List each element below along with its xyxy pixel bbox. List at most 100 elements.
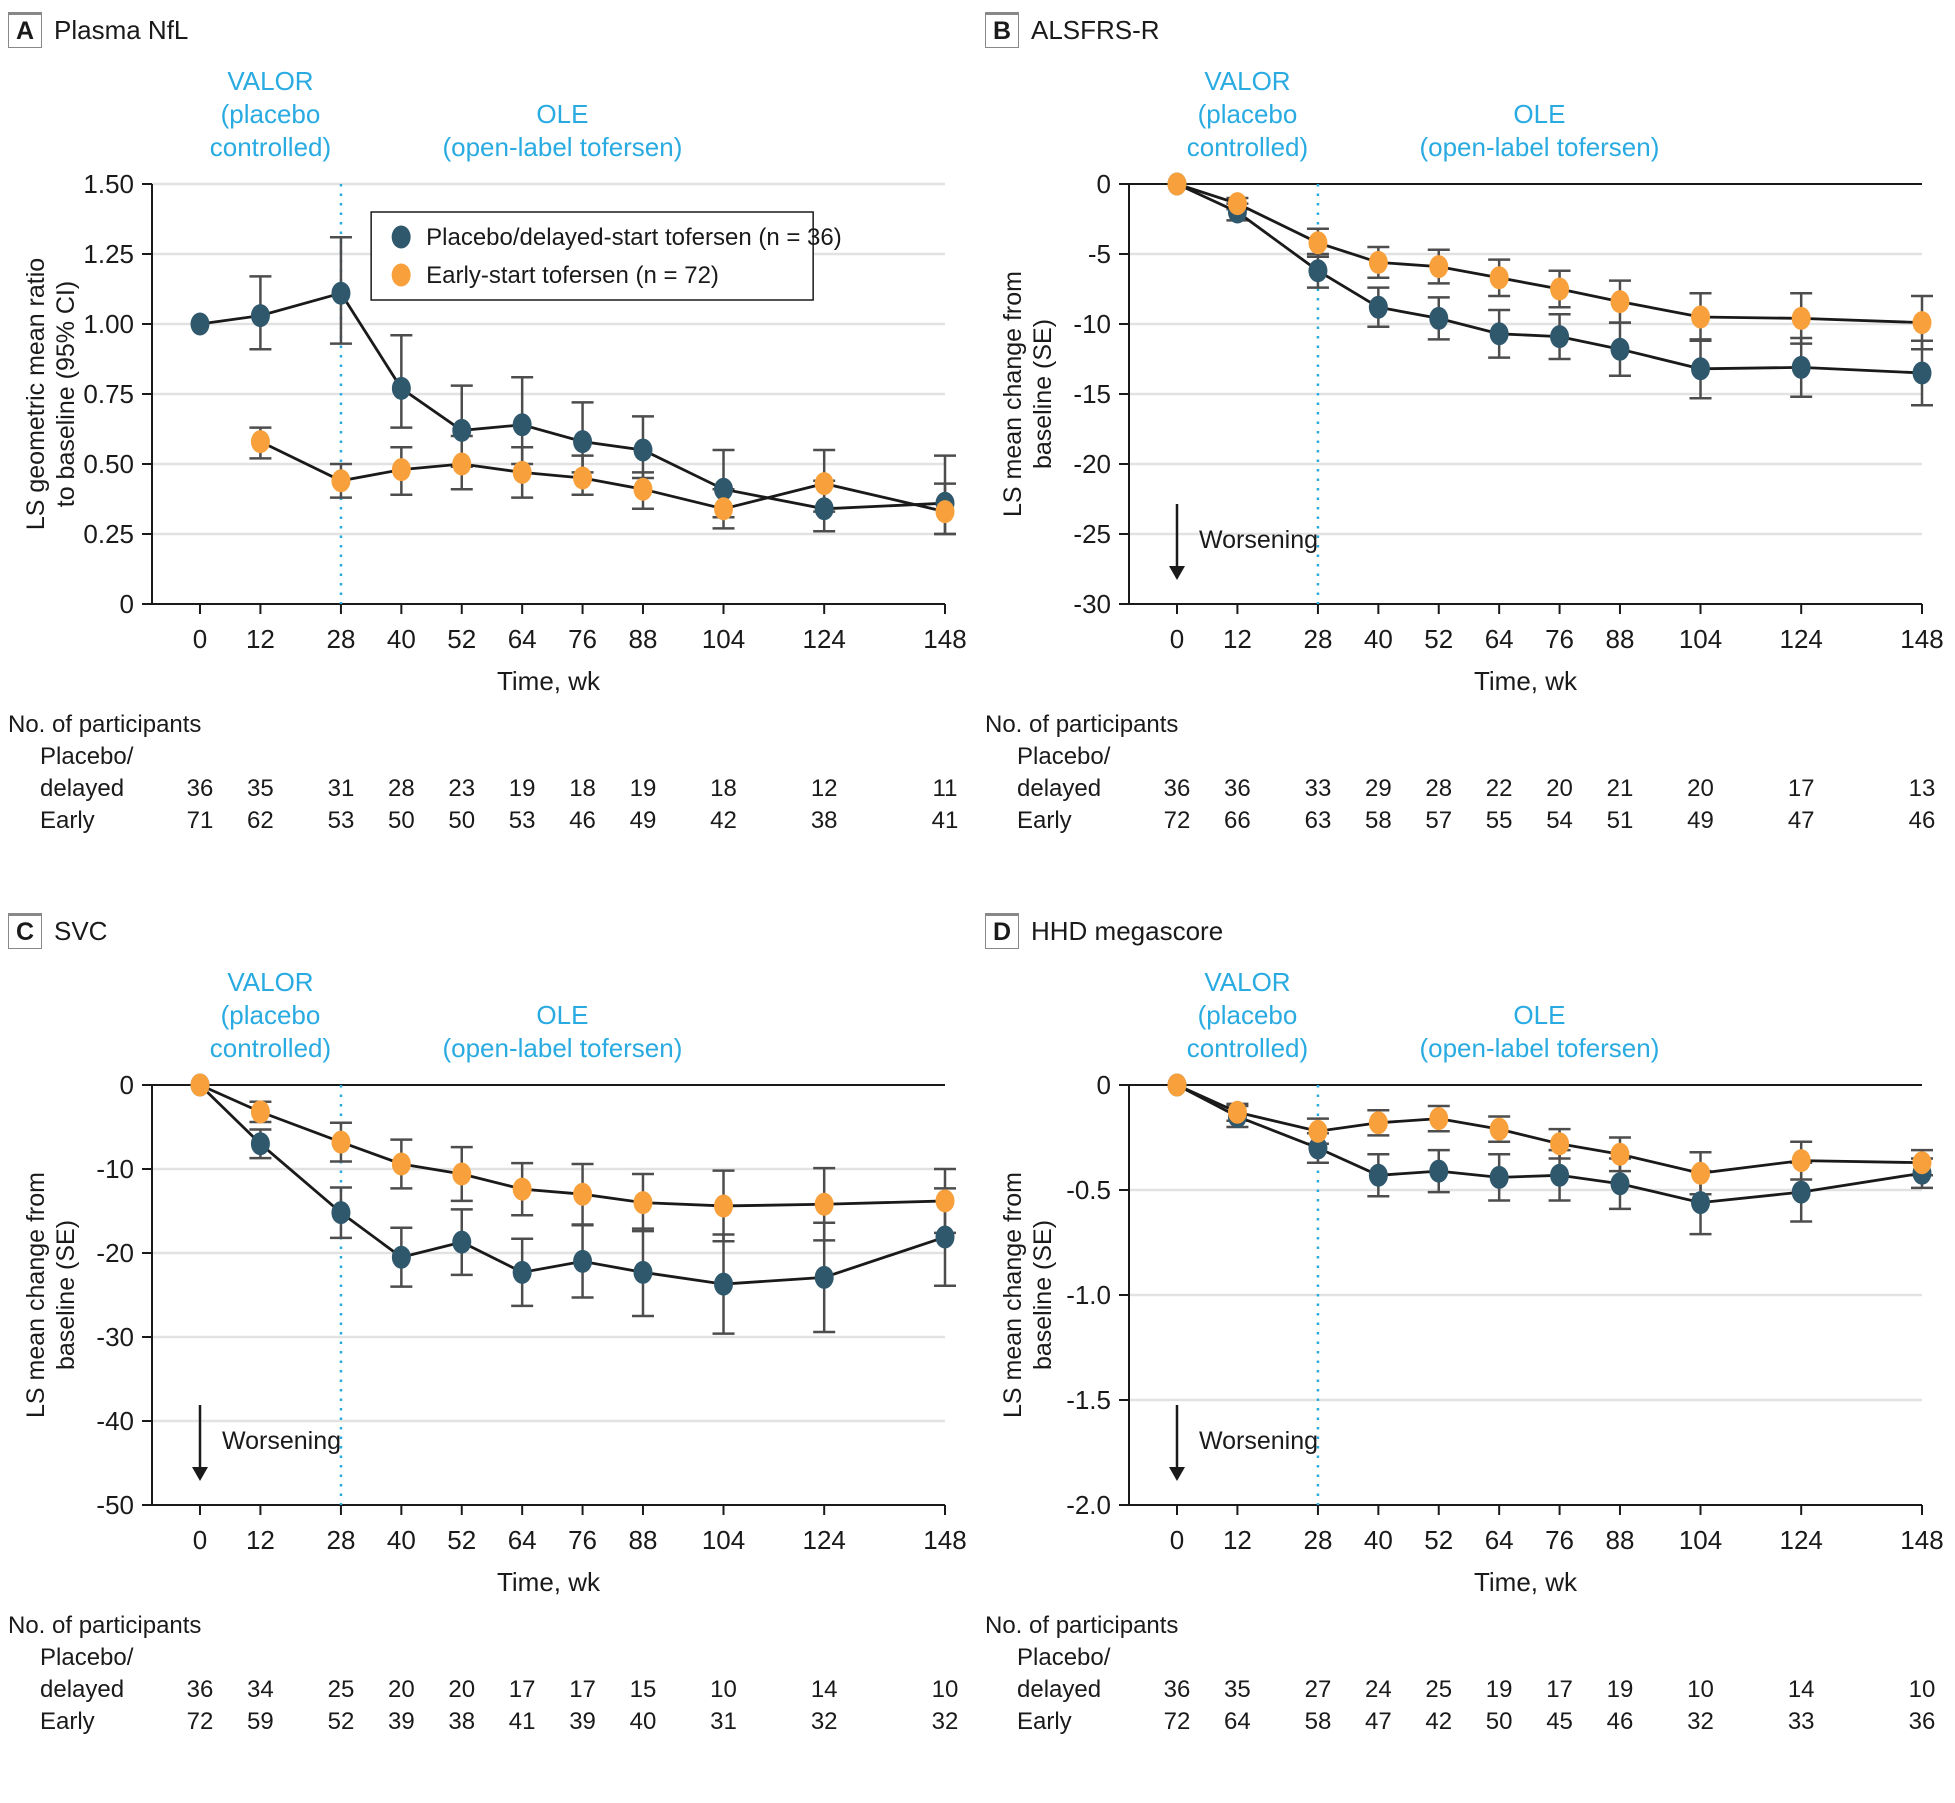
data-point-teal (1308, 1136, 1328, 1160)
data-point-teal (1791, 355, 1811, 379)
x-tick-label: 104 (1679, 624, 1722, 654)
participants-value: 46 (569, 807, 596, 834)
panel-header: C SVC (0, 907, 977, 949)
data-point-teal (1308, 259, 1328, 283)
data-point-teal (714, 477, 734, 501)
participants-value: 21 (1607, 775, 1634, 802)
y-tick-label: 0.75 (83, 379, 134, 409)
x-tick-label: 124 (1779, 624, 1822, 654)
participants-row-label: Placebo/ (40, 1644, 134, 1671)
phase-label-ole: OLE (536, 1000, 588, 1030)
x-tick-label: 52 (447, 1525, 476, 1555)
participants-value: 41 (932, 807, 959, 834)
participants-value: 36 (1909, 1708, 1936, 1735)
data-point-teal (1489, 1165, 1509, 1189)
y-axis-title: LS mean change from (22, 1172, 50, 1418)
phase-label-valor: controlled) (210, 1033, 331, 1063)
x-tick-label: 40 (1364, 1525, 1393, 1555)
data-point-orange (331, 469, 351, 493)
data-point-teal (1791, 1180, 1811, 1204)
participants-value: 17 (1788, 775, 1815, 802)
legend-label: Placebo/delayed-start tofersen (n = 36) (426, 224, 842, 251)
data-point-orange (1368, 1111, 1388, 1135)
data-point-teal (1489, 322, 1509, 346)
x-tick-label: 12 (246, 1525, 275, 1555)
participants-value: 50 (448, 807, 475, 834)
data-point-teal (1429, 1159, 1449, 1183)
y-tick-label: -10 (96, 1154, 134, 1184)
panel-svc: C SVC VALOR (placebo controlled) OLE (open-l… (0, 901, 977, 1803)
participants-value: 28 (1425, 775, 1452, 802)
x-tick-label: 104 (702, 624, 745, 654)
y-tick-label: 0.50 (83, 449, 134, 479)
data-point-teal (1368, 295, 1388, 319)
x-tick-label: 88 (1606, 1525, 1635, 1555)
participants-value: 36 (1164, 775, 1191, 802)
y-tick-label: 1.25 (83, 239, 134, 269)
data-point-teal (452, 1230, 472, 1254)
participants-value: 15 (630, 1676, 657, 1703)
y-axis-title: LS mean change from (999, 271, 1027, 517)
data-point-teal (391, 376, 411, 400)
participants-value: 24 (1365, 1676, 1392, 1703)
participants-row-label: delayed (40, 1676, 124, 1703)
data-point-orange (452, 452, 472, 476)
data-point-orange (1227, 192, 1247, 216)
participants-value: 58 (1305, 1708, 1332, 1735)
x-tick-label: 104 (702, 1525, 745, 1555)
x-tick-label: 28 (326, 624, 355, 654)
data-point-orange (1167, 172, 1187, 196)
data-point-orange (1429, 1107, 1449, 1131)
participants-value: 63 (1305, 807, 1332, 834)
participants-value: 53 (509, 807, 536, 834)
participants-row-label: delayed (40, 775, 124, 802)
chart-hhd-megascore: VALOR (placebo controlled) OLE (open-label t… (977, 949, 1955, 1803)
participants-title: No. of participants (8, 711, 201, 738)
participants-value: 39 (569, 1708, 596, 1735)
data-point-orange (714, 1194, 734, 1218)
panel-title-alsfrs-r: ALSFRS-R (1031, 14, 1160, 45)
data-point-teal (250, 1132, 270, 1156)
data-point-teal (1912, 361, 1932, 385)
participants-value: 20 (1546, 775, 1573, 802)
data-point-orange (1691, 1161, 1711, 1185)
participants-row-label: delayed (1017, 1676, 1101, 1703)
data-point-orange (250, 1100, 270, 1124)
participants-value: 14 (811, 1676, 838, 1703)
data-point-teal (331, 281, 351, 305)
panel-header: B ALSFRS-R (977, 6, 1955, 48)
participants-value: 17 (509, 1676, 536, 1703)
panel-letter-c: C (8, 913, 42, 949)
participants-value: 29 (1365, 775, 1392, 802)
legend-box (370, 211, 814, 301)
y-tick-label: -40 (96, 1406, 134, 1436)
phase-label-valor: VALOR (227, 66, 313, 96)
chart-svc: VALOR (placebo controlled) OLE (open-label t… (0, 949, 977, 1803)
participants-value: 49 (630, 807, 657, 834)
x-tick-label: 64 (508, 624, 537, 654)
data-point-orange (935, 1189, 955, 1213)
data-point-orange (573, 466, 593, 490)
data-point-orange (1912, 311, 1932, 335)
participants-value: 72 (187, 1708, 214, 1735)
data-point-orange (190, 1073, 210, 1097)
x-tick-label: 88 (629, 1525, 658, 1555)
chart-alsfrs-r: VALOR (placebo controlled) OLE (open-label t… (977, 48, 1955, 910)
participants-value: 20 (388, 1676, 415, 1703)
participants-value: 55 (1486, 807, 1513, 834)
participants-value: 49 (1687, 807, 1714, 834)
participants-value: 40 (630, 1708, 657, 1735)
data-point-orange (1550, 1132, 1570, 1156)
series-line-orange (259, 440, 946, 513)
y-tick-label: -0.5 (1066, 1175, 1111, 1205)
participants-value: 18 (569, 775, 596, 802)
data-point-teal (1610, 337, 1630, 361)
x-tick-label: 12 (246, 624, 275, 654)
phase-label-ole: (open-label tofersen) (1419, 1033, 1659, 1063)
data-point-orange (331, 1130, 351, 1154)
x-tick-label: 104 (1679, 1525, 1722, 1555)
data-point-orange (391, 458, 411, 482)
